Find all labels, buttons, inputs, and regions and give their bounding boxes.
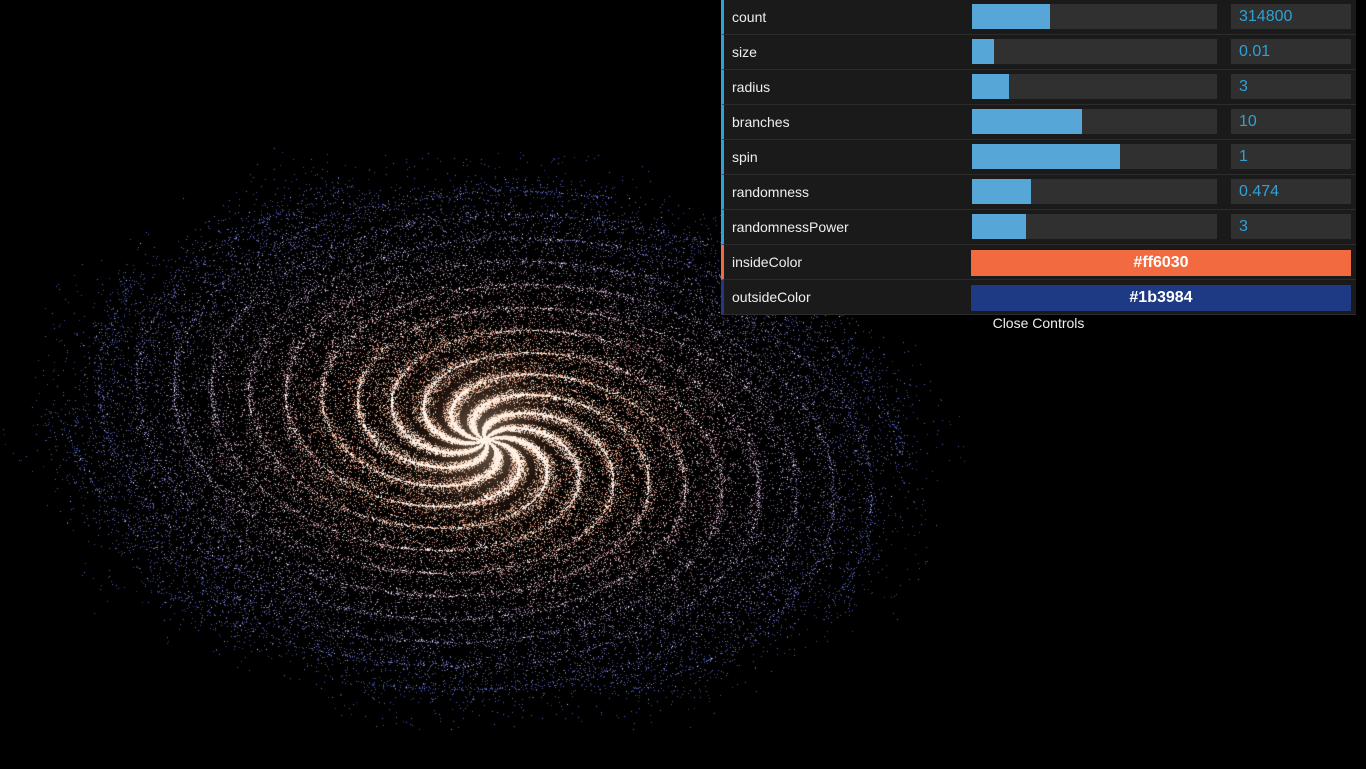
branches-label: branches xyxy=(732,114,790,130)
control-row-outside-color: outsideColor #1b3984 xyxy=(721,280,1356,315)
count-slider-fill xyxy=(972,4,1051,29)
count-label: count xyxy=(732,9,767,25)
outside-color-label: outsideColor xyxy=(732,289,811,305)
randomness-power-label: randomnessPower xyxy=(732,219,849,235)
size-slider[interactable] xyxy=(972,39,1217,64)
close-controls-button[interactable]: Close Controls xyxy=(992,315,1085,331)
size-label: size xyxy=(732,44,757,60)
count-slider[interactable] xyxy=(972,4,1217,29)
randomness-power-slider[interactable] xyxy=(972,214,1217,239)
control-row-branches: branches xyxy=(721,105,1356,140)
randomness-power-input[interactable] xyxy=(1231,214,1351,239)
control-row-count: count xyxy=(721,0,1356,35)
control-row-radius: radius xyxy=(721,70,1356,105)
spin-slider-fill xyxy=(972,144,1121,169)
outside-color-swatch[interactable]: #1b3984 xyxy=(971,285,1351,311)
radius-label: radius xyxy=(732,79,771,95)
randomness-power-slider-fill xyxy=(972,214,1026,239)
spin-input[interactable] xyxy=(1231,144,1351,169)
radius-slider[interactable] xyxy=(972,74,1217,99)
branches-slider[interactable] xyxy=(972,109,1217,134)
branches-input[interactable] xyxy=(1231,109,1351,134)
spin-label: spin xyxy=(732,149,758,165)
size-slider-fill xyxy=(972,39,995,64)
count-input[interactable] xyxy=(1231,4,1351,29)
inside-color-swatch[interactable]: #ff6030 xyxy=(971,250,1351,276)
randomness-slider[interactable] xyxy=(972,179,1217,204)
randomness-slider-fill xyxy=(972,179,1031,204)
size-input[interactable] xyxy=(1231,39,1351,64)
controls-panel: count size radius branches spin randomne… xyxy=(721,0,1356,315)
branches-slider-fill xyxy=(972,109,1083,134)
spin-slider[interactable] xyxy=(972,144,1217,169)
inside-color-label: insideColor xyxy=(732,254,803,270)
control-row-spin: spin xyxy=(721,140,1356,175)
randomness-input[interactable] xyxy=(1231,179,1351,204)
control-row-size: size xyxy=(721,35,1356,70)
randomness-label: randomness xyxy=(732,184,810,200)
control-row-inside-color: insideColor #ff6030 xyxy=(721,245,1356,280)
control-row-randomness-power: randomnessPower xyxy=(721,210,1356,245)
radius-slider-fill xyxy=(972,74,1009,99)
radius-input[interactable] xyxy=(1231,74,1351,99)
control-row-randomness: randomness xyxy=(721,175,1356,210)
